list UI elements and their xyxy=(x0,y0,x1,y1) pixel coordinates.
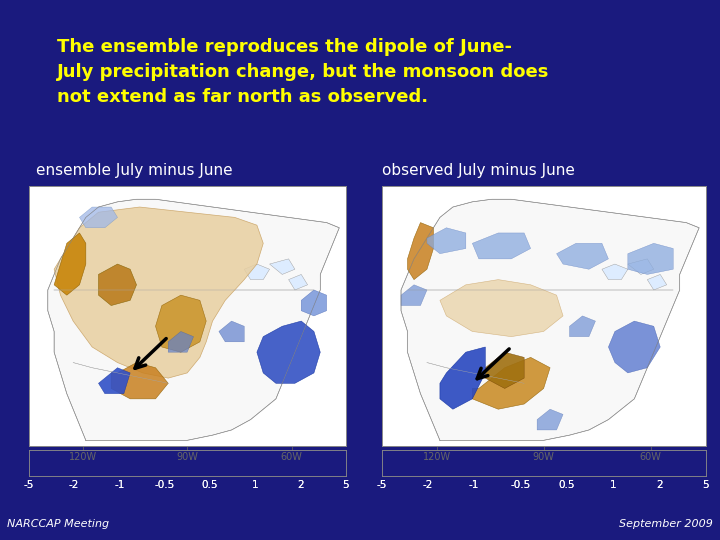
Text: -2: -2 xyxy=(423,480,433,490)
Text: -0.5: -0.5 xyxy=(510,480,531,490)
Polygon shape xyxy=(602,264,628,280)
Text: -1: -1 xyxy=(114,480,125,490)
Polygon shape xyxy=(111,362,168,399)
Text: 0.5: 0.5 xyxy=(559,480,575,490)
Text: -2: -2 xyxy=(423,480,433,490)
Text: ensemble July minus June: ensemble July minus June xyxy=(36,163,233,178)
Polygon shape xyxy=(54,207,264,378)
Text: -1: -1 xyxy=(469,480,480,490)
Text: 5: 5 xyxy=(702,480,709,490)
Text: 2: 2 xyxy=(656,480,662,490)
Polygon shape xyxy=(472,357,550,409)
Text: -1: -1 xyxy=(469,480,480,490)
Polygon shape xyxy=(485,352,524,388)
Polygon shape xyxy=(427,228,466,254)
Text: 0.5: 0.5 xyxy=(559,480,575,490)
Polygon shape xyxy=(156,295,206,352)
Text: 2: 2 xyxy=(297,480,304,490)
Polygon shape xyxy=(301,290,327,316)
Text: 5: 5 xyxy=(342,480,349,490)
Text: -5: -5 xyxy=(377,480,387,490)
Polygon shape xyxy=(628,259,654,274)
Polygon shape xyxy=(269,259,295,274)
Text: September 2009: September 2009 xyxy=(619,519,713,529)
Text: -2: -2 xyxy=(69,480,79,490)
Text: 5: 5 xyxy=(702,480,709,490)
Text: -2: -2 xyxy=(69,480,79,490)
Text: -1: -1 xyxy=(114,480,125,490)
Text: NARCCAP Meeting: NARCCAP Meeting xyxy=(7,519,109,529)
Text: 5: 5 xyxy=(342,480,349,490)
Polygon shape xyxy=(99,368,130,394)
Text: 1: 1 xyxy=(252,480,258,490)
Text: -5: -5 xyxy=(24,480,34,490)
Polygon shape xyxy=(647,274,667,290)
Text: 1: 1 xyxy=(610,480,616,490)
Polygon shape xyxy=(408,222,433,280)
Polygon shape xyxy=(570,316,595,336)
Text: 1: 1 xyxy=(610,480,616,490)
Text: The ensemble reproduces the dipole of June-
July precipitation change, but the m: The ensemble reproduces the dipole of Ju… xyxy=(57,38,549,105)
Polygon shape xyxy=(537,409,563,430)
Text: -0.5: -0.5 xyxy=(155,480,175,490)
Text: -0.5: -0.5 xyxy=(155,480,175,490)
Polygon shape xyxy=(440,347,485,409)
Polygon shape xyxy=(244,264,269,280)
Polygon shape xyxy=(99,264,137,306)
Text: observed July minus June: observed July minus June xyxy=(382,163,575,178)
Text: 0.5: 0.5 xyxy=(202,480,218,490)
Polygon shape xyxy=(257,321,320,383)
Polygon shape xyxy=(472,233,531,259)
Text: -0.5: -0.5 xyxy=(510,480,531,490)
Polygon shape xyxy=(440,280,563,336)
Text: 0.5: 0.5 xyxy=(202,480,218,490)
Text: -5: -5 xyxy=(377,480,387,490)
Polygon shape xyxy=(289,274,307,290)
Polygon shape xyxy=(608,321,660,373)
Text: 2: 2 xyxy=(297,480,304,490)
Polygon shape xyxy=(401,285,427,306)
Text: -5: -5 xyxy=(24,480,34,490)
Polygon shape xyxy=(54,233,86,295)
Polygon shape xyxy=(219,321,244,342)
Polygon shape xyxy=(79,207,117,228)
Polygon shape xyxy=(48,199,339,440)
Polygon shape xyxy=(168,332,194,352)
Polygon shape xyxy=(628,244,673,274)
Text: 1: 1 xyxy=(252,480,258,490)
Polygon shape xyxy=(557,244,608,269)
Polygon shape xyxy=(401,199,699,440)
Text: 2: 2 xyxy=(656,480,662,490)
